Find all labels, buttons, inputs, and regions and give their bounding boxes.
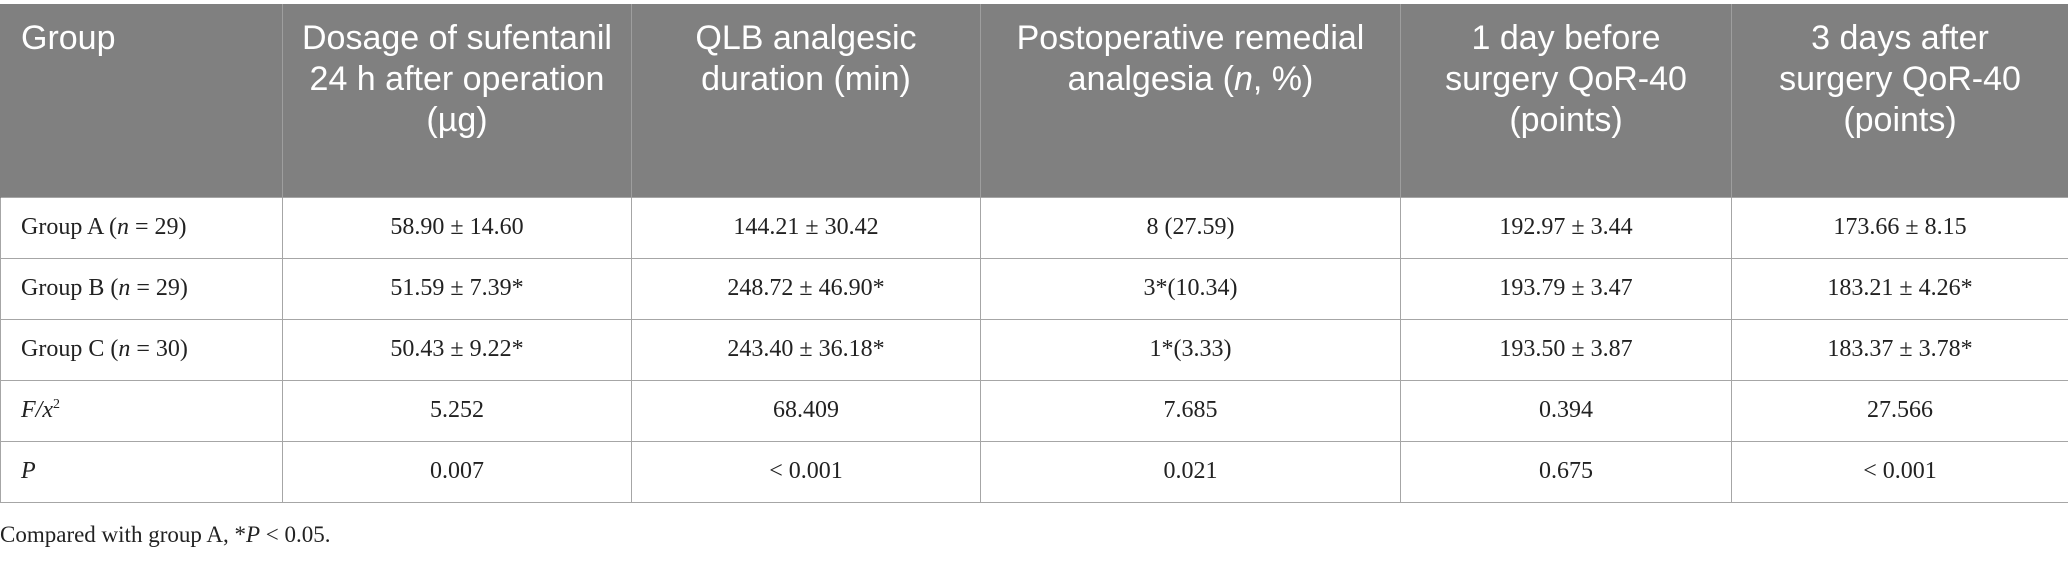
row-label-text: Group B ( <box>21 275 119 301</box>
row-label-count: = 29) <box>130 275 188 301</box>
table-body: Group A (n = 29) 58.90 ± 14.60 144.21 ± … <box>0 196 2068 503</box>
row-label-text: Group C ( <box>21 336 119 362</box>
row-label-n: n <box>117 214 129 240</box>
header-remedial-suffix: , %) <box>1252 60 1314 98</box>
table-cell: 58.90 ± 14.60 <box>282 196 632 259</box>
table-cell: < 0.001 <box>1731 440 2068 503</box>
table-cell: 183.21 ± 4.26* <box>1731 257 2068 320</box>
row-label-text: Group A ( <box>21 214 117 240</box>
row-label-count: = 30) <box>130 336 188 362</box>
table-cell: 7.685 <box>980 379 1401 442</box>
table-row: P 0.007 < 0.001 0.021 0.675 < 0.001 <box>0 440 2068 503</box>
table-cell: 3*(10.34) <box>980 257 1401 320</box>
row-label-group-a: Group A (n = 29) <box>0 196 283 259</box>
table-cell: 8 (27.59) <box>980 196 1401 259</box>
row-label-n: n <box>118 336 131 362</box>
footnote-text: Compared with group A, * <box>0 522 246 547</box>
table-cell: 193.79 ± 3.47 <box>1400 257 1732 320</box>
footnote-threshold: < 0.05. <box>260 522 331 547</box>
header-qlb-duration: QLB analgesic duration (min) <box>631 4 981 197</box>
table-cell: 51.59 ± 7.39* <box>282 257 632 320</box>
row-label-statistic: F/x2 <box>0 379 283 442</box>
table-cell: 0.021 <box>980 440 1401 503</box>
table-cell: 193.50 ± 3.87 <box>1400 318 1732 381</box>
row-label-group-c: Group C (n = 30) <box>0 318 283 381</box>
table-cell: 50.43 ± 9.22* <box>282 318 632 381</box>
table-cell: 27.566 <box>1731 379 2068 442</box>
header-group: Group <box>0 4 283 197</box>
header-qor-before: 1 day before surgery QoR-40 (points) <box>1400 4 1732 197</box>
stat-label: F/x <box>21 397 53 423</box>
results-table: Group Dosage of sufentanil 24 h after op… <box>0 4 2068 503</box>
table-cell: < 0.001 <box>631 440 981 503</box>
table-header: Group Dosage of sufentanil 24 h after op… <box>0 4 2068 197</box>
table-row: Group C (n = 30) 50.43 ± 9.22* 243.40 ± … <box>0 318 2068 381</box>
table-cell: 248.72 ± 46.90* <box>631 257 981 320</box>
header-sufentanil-dosage: Dosage of sufentanil 24 h after operatio… <box>282 4 632 197</box>
table-row: Group B (n = 29) 51.59 ± 7.39* 248.72 ± … <box>0 257 2068 320</box>
row-label-p-value: P <box>0 440 283 503</box>
row-label-group-b: Group B (n = 29) <box>0 257 283 320</box>
table-wrapper: Group Dosage of sufentanil 24 h after op… <box>0 4 2068 503</box>
table-cell: 183.37 ± 3.78* <box>1731 318 2068 381</box>
stat-label-superscript: 2 <box>52 397 60 412</box>
header-row: Group Dosage of sufentanil 24 h after op… <box>0 4 2068 197</box>
footnote-p: P <box>245 522 261 547</box>
table-row: F/x2 5.252 68.409 7.685 0.394 27.566 <box>0 379 2068 442</box>
table-cell: 0.675 <box>1400 440 1732 503</box>
table-cell: 144.21 ± 30.42 <box>631 196 981 259</box>
table-cell: 243.40 ± 36.18* <box>631 318 981 381</box>
table-cell: 1*(3.33) <box>980 318 1401 381</box>
table-cell: 5.252 <box>282 379 632 442</box>
table-cell: 0.007 <box>282 440 632 503</box>
header-remedial-analgesia: Postoperative remedial analgesia (n, %) <box>980 4 1401 197</box>
table-cell: 68.409 <box>631 379 981 442</box>
table-cell: 192.97 ± 3.44 <box>1400 196 1732 259</box>
table-cell: 0.394 <box>1400 379 1732 442</box>
header-qor-after: 3 days after surgery QoR-40 (points) <box>1731 4 2068 197</box>
row-label-count: = 29) <box>129 214 187 240</box>
table-cell: 173.66 ± 8.15 <box>1731 196 2068 259</box>
table-row: Group A (n = 29) 58.90 ± 14.60 144.21 ± … <box>0 196 2068 259</box>
table-footnote: Compared with group A, *P < 0.05. <box>0 522 331 548</box>
header-remedial-n: n <box>1233 60 1253 98</box>
header-remedial-text: Postoperative remedial analgesia ( <box>1016 19 1365 98</box>
row-label-n: n <box>118 275 131 301</box>
